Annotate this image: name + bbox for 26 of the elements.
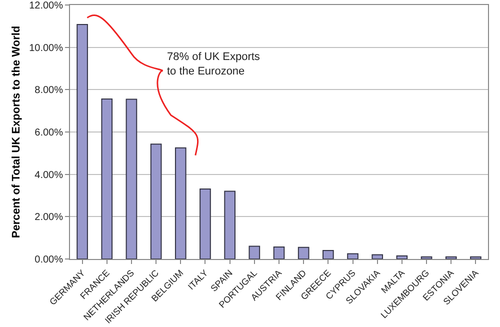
y-tick-label: 12.00% (29, 0, 64, 12)
bar (298, 246, 310, 259)
y-tick-label: 4.00% (34, 170, 64, 181)
bar (174, 147, 186, 259)
y-tick-label: 6.00% (34, 128, 64, 138)
annotation: 78% of UK Exports to the Eurozone (167, 51, 260, 78)
bar (200, 188, 211, 259)
bar (347, 253, 358, 259)
bar (273, 246, 285, 259)
bar (101, 98, 113, 259)
bar (76, 24, 88, 259)
bar (322, 250, 334, 259)
bar (445, 256, 457, 259)
bar (126, 98, 138, 259)
bar (420, 256, 432, 259)
bar (396, 255, 408, 259)
bar (224, 190, 236, 259)
y-tick-label: 10.00% (29, 42, 64, 54)
y-tick-label: 0.00% (34, 254, 64, 266)
y-tick-label: 2.00% (34, 212, 64, 224)
y-tick-label: 8.00% (34, 85, 64, 96)
bar (150, 144, 162, 259)
y-axis-title: Percent of Total UK Exports to the World (10, 26, 23, 238)
bar (248, 246, 260, 259)
bar (372, 254, 384, 259)
bar (470, 256, 482, 259)
